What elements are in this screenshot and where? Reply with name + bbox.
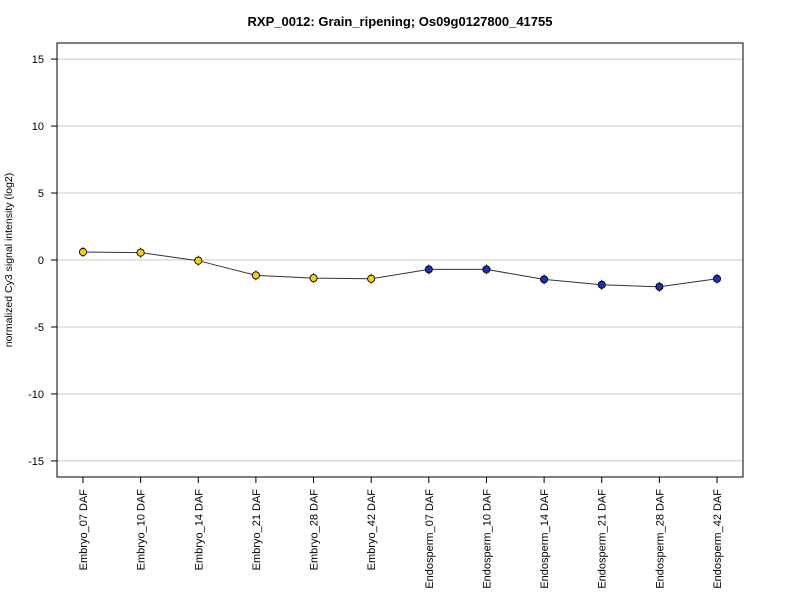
gridlines bbox=[57, 58, 743, 462]
data-point bbox=[482, 265, 491, 274]
x-tick-label: Endosperm_14 DAF bbox=[539, 489, 551, 589]
data-points bbox=[78, 246, 722, 292]
chart-title: RXP_0012: Grain_ripening; Os09g0127800_4… bbox=[248, 14, 553, 29]
data-point bbox=[78, 247, 88, 257]
data-point bbox=[655, 282, 664, 291]
y-tick-label: 5 bbox=[38, 188, 44, 200]
data-point bbox=[136, 248, 145, 257]
x-tick-label: Embryo_28 DAF bbox=[309, 489, 321, 571]
x-tick-label: Embryo_21 DAF bbox=[251, 489, 263, 571]
data-point bbox=[712, 274, 722, 283]
y-tick-label: 0 bbox=[38, 255, 44, 267]
x-tick-label: Embryo_10 DAF bbox=[136, 489, 148, 571]
data-point bbox=[251, 271, 260, 280]
x-tick-label: Endosperm_42 DAF bbox=[712, 489, 724, 589]
y-tick-label: -10 bbox=[28, 389, 44, 401]
data-point bbox=[194, 256, 203, 265]
x-tick-label: Endosperm_21 DAF bbox=[597, 489, 609, 589]
x-axis: Embryo_07 DAF Embryo_10 DAF Embryo_14 DAF E… bbox=[78, 477, 724, 589]
data-point bbox=[309, 274, 318, 283]
x-tick-label: Endosperm_28 DAF bbox=[654, 489, 666, 589]
data-point bbox=[540, 275, 549, 284]
data-point bbox=[424, 265, 433, 274]
data-point bbox=[597, 280, 606, 289]
x-tick-label: Embryo_14 DAF bbox=[193, 489, 205, 571]
series-line bbox=[82, 251, 718, 288]
x-tick-label: Endosperm_07 DAF bbox=[424, 489, 436, 589]
x-tick-label: Endosperm_10 DAF bbox=[481, 489, 493, 589]
data-point bbox=[367, 274, 376, 283]
x-tick-label: Embryo_07 DAF bbox=[78, 489, 90, 571]
y-axis: -15 -10 -5 0 5 10 15 bbox=[28, 54, 57, 468]
y-axis-label: normalized Cy3 signal intensity (log2) bbox=[3, 173, 15, 348]
series-path bbox=[82, 251, 718, 288]
y-tick-label: 10 bbox=[32, 121, 44, 133]
y-tick-label: 15 bbox=[32, 54, 44, 66]
y-tick-label: -5 bbox=[34, 322, 44, 334]
x-tick-label: Embryo_42 DAF bbox=[366, 489, 378, 571]
y-tick-label: -15 bbox=[28, 456, 44, 468]
